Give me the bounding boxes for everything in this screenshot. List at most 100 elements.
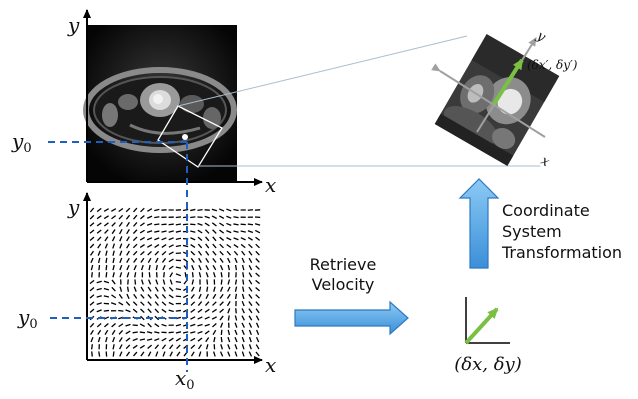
field-arrow: [168, 244, 174, 248]
field-arrow: [89, 250, 95, 256]
field-arrow: [248, 322, 253, 328]
field-arrow: [132, 236, 138, 242]
field-arrow: [219, 257, 224, 263]
field-arrow: [118, 207, 124, 213]
field-arrow: [133, 257, 138, 263]
field-arrow: [212, 250, 217, 256]
field-arrow: [219, 308, 224, 313]
zoom-lines: [177, 35, 540, 167]
field-arrow: [103, 309, 110, 312]
field-arrow: [241, 351, 245, 357]
field-arrow: [234, 286, 238, 292]
field-arrow: [248, 257, 253, 263]
field-arrow: [198, 286, 202, 292]
field-arrow: [133, 264, 137, 271]
field-arrow: [133, 214, 138, 220]
field-arrow: [248, 329, 252, 336]
field-arrow: [168, 337, 174, 342]
field-arrow: [146, 222, 153, 226]
field-arrow: [227, 279, 231, 285]
field-arrow: [190, 293, 195, 299]
field-arrow: [205, 293, 209, 300]
field-arrow: [96, 207, 102, 213]
field-arrow: [97, 329, 102, 335]
field-arrow: [90, 336, 94, 343]
field-arrow: [154, 286, 159, 292]
field-arrow: [112, 243, 116, 249]
field-arrow: [132, 301, 138, 306]
field-arrow: [154, 257, 159, 263]
rotated-delta-label: (δx′, δy′): [527, 58, 578, 72]
field-arrow: [139, 236, 145, 241]
field-arrow: [241, 322, 245, 328]
field-arrow: [234, 329, 238, 336]
field-arrow: [234, 336, 238, 343]
field-arrow: [168, 331, 174, 334]
field-arrow: [118, 323, 124, 328]
field-arrow: [226, 237, 232, 241]
field-arrow: [197, 316, 203, 320]
field-arrow: [147, 308, 152, 314]
field-arrow: [255, 287, 261, 292]
field-arrow: [219, 351, 224, 357]
field-arrow: [175, 273, 182, 277]
field-arrow: [190, 301, 196, 306]
field-arrow: [111, 294, 117, 299]
field-arrow: [96, 302, 102, 305]
field-arrow: [226, 215, 232, 219]
field-arrow: [190, 208, 196, 212]
field-arrow: [126, 257, 130, 263]
field-arrow: [147, 293, 152, 299]
field-arrow: [147, 244, 153, 248]
field-arrow: [182, 208, 189, 212]
field-arrow: [132, 331, 138, 334]
field-arrow: [248, 286, 253, 292]
field-arrow: [112, 257, 115, 264]
field-arrow: [90, 264, 94, 271]
field-arrow: [140, 250, 145, 256]
field-arrow: [110, 302, 117, 306]
transform-label-line2: System: [502, 222, 562, 241]
field-arrow: [133, 351, 138, 357]
field-arrow: [212, 322, 217, 328]
field-arrow: [97, 336, 101, 343]
field-arrow: [234, 293, 238, 300]
field-arrow: [126, 293, 130, 300]
field-arrow: [132, 338, 138, 342]
field-arrow: [197, 209, 203, 211]
field-arrow: [132, 243, 138, 249]
rotated-y-label: y: [533, 28, 548, 45]
field-arrow: [206, 286, 209, 292]
field-arrow: [90, 257, 94, 264]
field-arrow: [105, 264, 108, 271]
field-arrow: [248, 272, 253, 278]
transform-label-line3: Transformation: [501, 243, 622, 262]
field-arrow: [118, 309, 124, 312]
field-arrow: [90, 329, 94, 335]
field-arrow: [148, 272, 151, 278]
field-arrow: [248, 250, 253, 256]
field-arrow: [147, 301, 152, 306]
field-arrow: [168, 223, 174, 226]
field-arrow: [154, 315, 160, 321]
field-arrow: [125, 214, 131, 220]
field-arrow: [168, 286, 174, 292]
field-arrow: [226, 230, 232, 234]
field-arrow: [161, 230, 167, 233]
field-arrow: [219, 215, 225, 220]
field-arrow: [248, 344, 252, 350]
field-arrow: [154, 237, 160, 241]
field-arrow: [169, 279, 173, 285]
field-arrow: [139, 323, 145, 328]
field-arrow: [111, 279, 116, 285]
field-arrow: [241, 344, 245, 350]
field-arrows: [89, 207, 261, 357]
field-arrow: [197, 243, 203, 249]
field-arrow: [112, 344, 115, 350]
field-arrow: [125, 207, 131, 213]
field-arrow: [161, 308, 167, 313]
field-arrow: [140, 257, 145, 263]
field-arrow: [219, 315, 224, 321]
field-arrow: [96, 222, 102, 227]
field-arrow: [98, 264, 101, 271]
